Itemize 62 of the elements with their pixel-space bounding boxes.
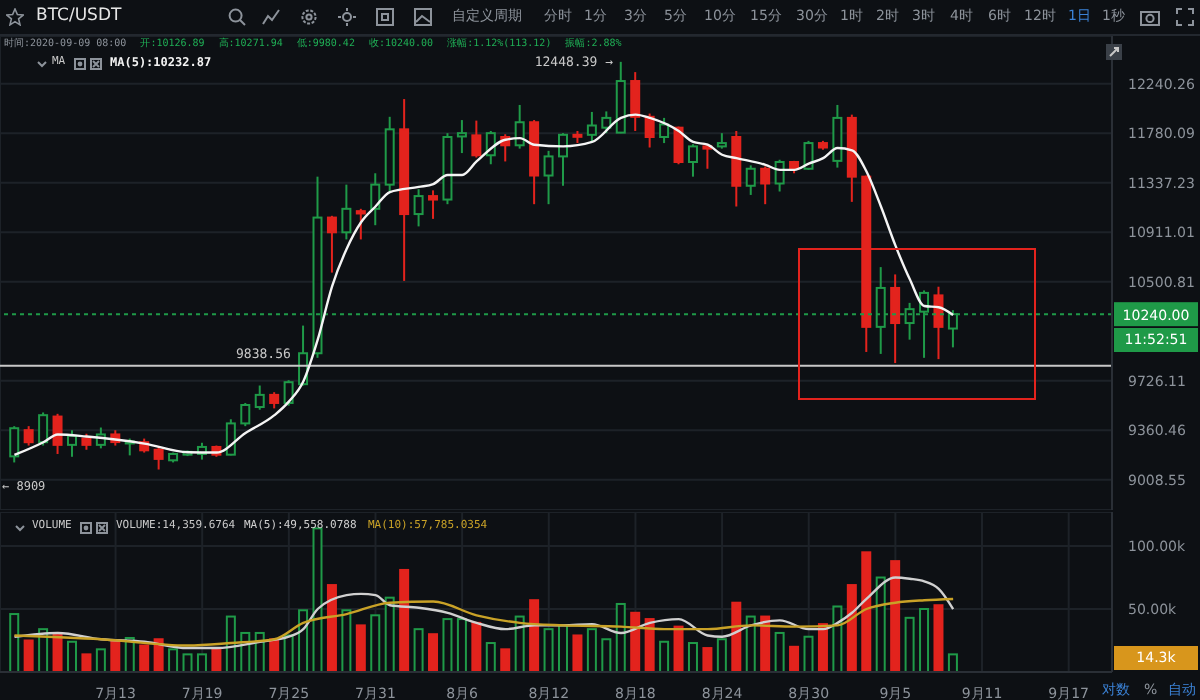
bar [789,645,800,672]
bar [529,599,540,672]
bar [572,634,583,672]
bar [630,611,641,672]
bar [312,527,323,672]
bar [211,648,222,672]
bar [904,616,915,672]
bar [384,596,395,672]
bar [659,640,670,672]
bar [875,576,886,672]
bar [485,642,496,672]
bar [442,618,453,672]
bar [543,628,554,672]
bar [139,644,150,672]
bar [586,628,597,672]
bar [615,602,626,672]
bar [95,648,106,672]
bar [731,601,742,672]
bar [110,639,121,672]
bar [9,613,20,672]
bar [933,604,944,672]
bar [81,653,92,672]
bar [153,638,164,672]
bar [269,638,280,672]
bar [702,647,713,672]
bar [23,639,34,672]
bar [919,608,930,672]
bar [803,635,814,672]
bar [355,624,366,672]
bar [168,648,179,672]
bar [326,584,337,672]
bar [846,584,857,672]
bar [947,653,958,672]
bar [774,631,785,672]
bar [341,609,352,672]
bar [196,653,207,672]
bar [283,634,294,672]
bar [716,638,727,672]
bar [370,614,381,672]
bar [861,551,872,672]
bar [817,623,828,672]
bar [399,568,410,672]
bar [254,631,265,672]
bar [471,621,482,672]
bar [832,605,843,672]
bar [456,618,467,672]
bar [428,633,439,672]
bar [298,609,309,672]
bar [601,638,612,672]
bar [687,642,698,672]
bar [413,628,424,672]
line-series [13,597,955,647]
chart-title: BTC/USDT [36,6,122,26]
line-series [13,576,955,650]
bar [558,624,568,672]
bar [500,648,511,672]
bar [52,633,63,672]
bar [890,560,901,672]
bar [745,615,756,672]
bar [66,640,77,672]
bar [673,625,684,672]
bar [182,653,193,672]
